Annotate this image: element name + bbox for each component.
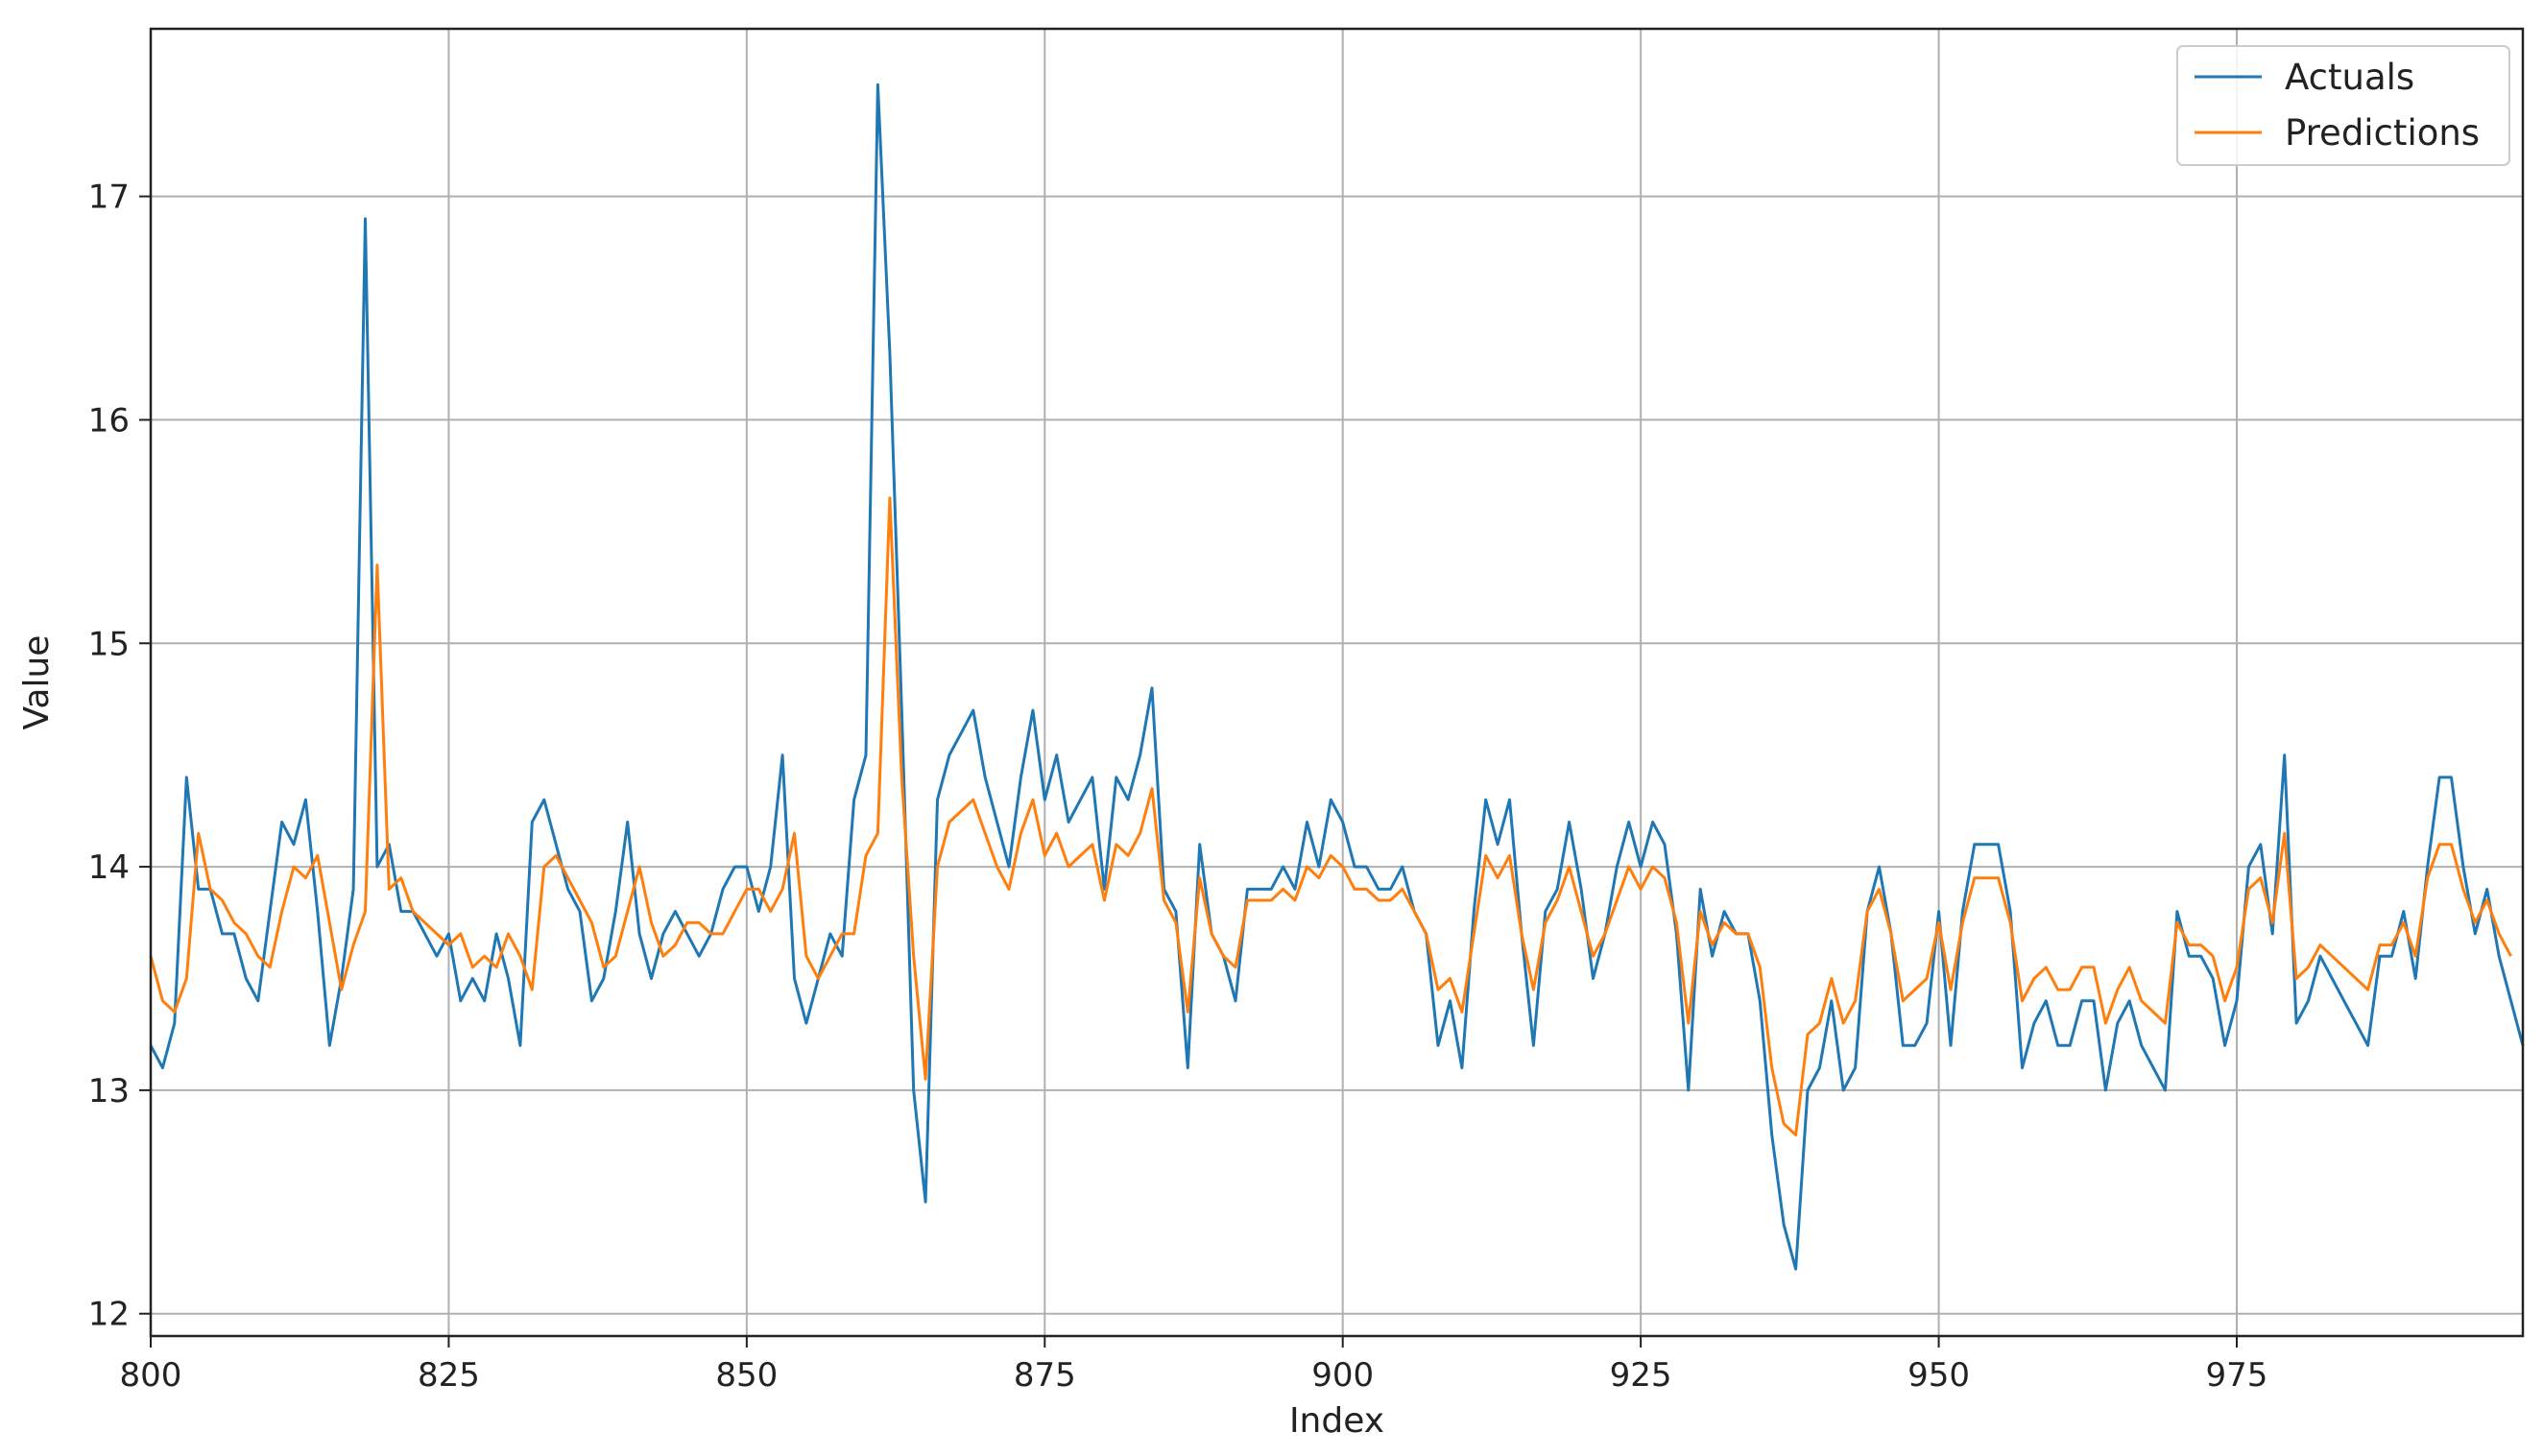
series-line-predictions xyxy=(149,496,2512,1136)
x-tick-label: 825 xyxy=(418,1356,480,1395)
y-axis-label: Value xyxy=(17,635,57,730)
legend-label-actuals: Actuals xyxy=(2285,57,2414,98)
legend: Actuals Predictions xyxy=(2176,45,2510,166)
x-tick-label: 850 xyxy=(715,1356,778,1395)
x-tick-label: 875 xyxy=(1014,1356,1076,1395)
x-tick-label: 925 xyxy=(1610,1356,1672,1395)
series-layer xyxy=(149,83,2525,1271)
x-tick-label: 950 xyxy=(1907,1356,1970,1395)
x-axis-label: Index xyxy=(1289,1401,1384,1441)
ticks: 800 825 850 875 900 925 950 975 12 13 14 15 16 17 xyxy=(88,179,2268,1395)
y-tick-label: 14 xyxy=(88,848,130,887)
y-tick-label: 16 xyxy=(88,401,130,440)
x-tick-label: 800 xyxy=(120,1356,182,1395)
y-tick-label: 13 xyxy=(88,1072,130,1110)
plot-frame xyxy=(149,27,2525,1338)
x-tick-label: 975 xyxy=(2206,1356,2268,1395)
y-tick-label: 15 xyxy=(88,625,130,663)
x-tick-label: 900 xyxy=(1311,1356,1374,1395)
series-line-actuals xyxy=(149,83,2525,1271)
y-tick-label: 17 xyxy=(88,179,130,217)
legend-label-predictions: Predictions xyxy=(2285,112,2480,154)
y-tick-label: 12 xyxy=(88,1296,130,1334)
